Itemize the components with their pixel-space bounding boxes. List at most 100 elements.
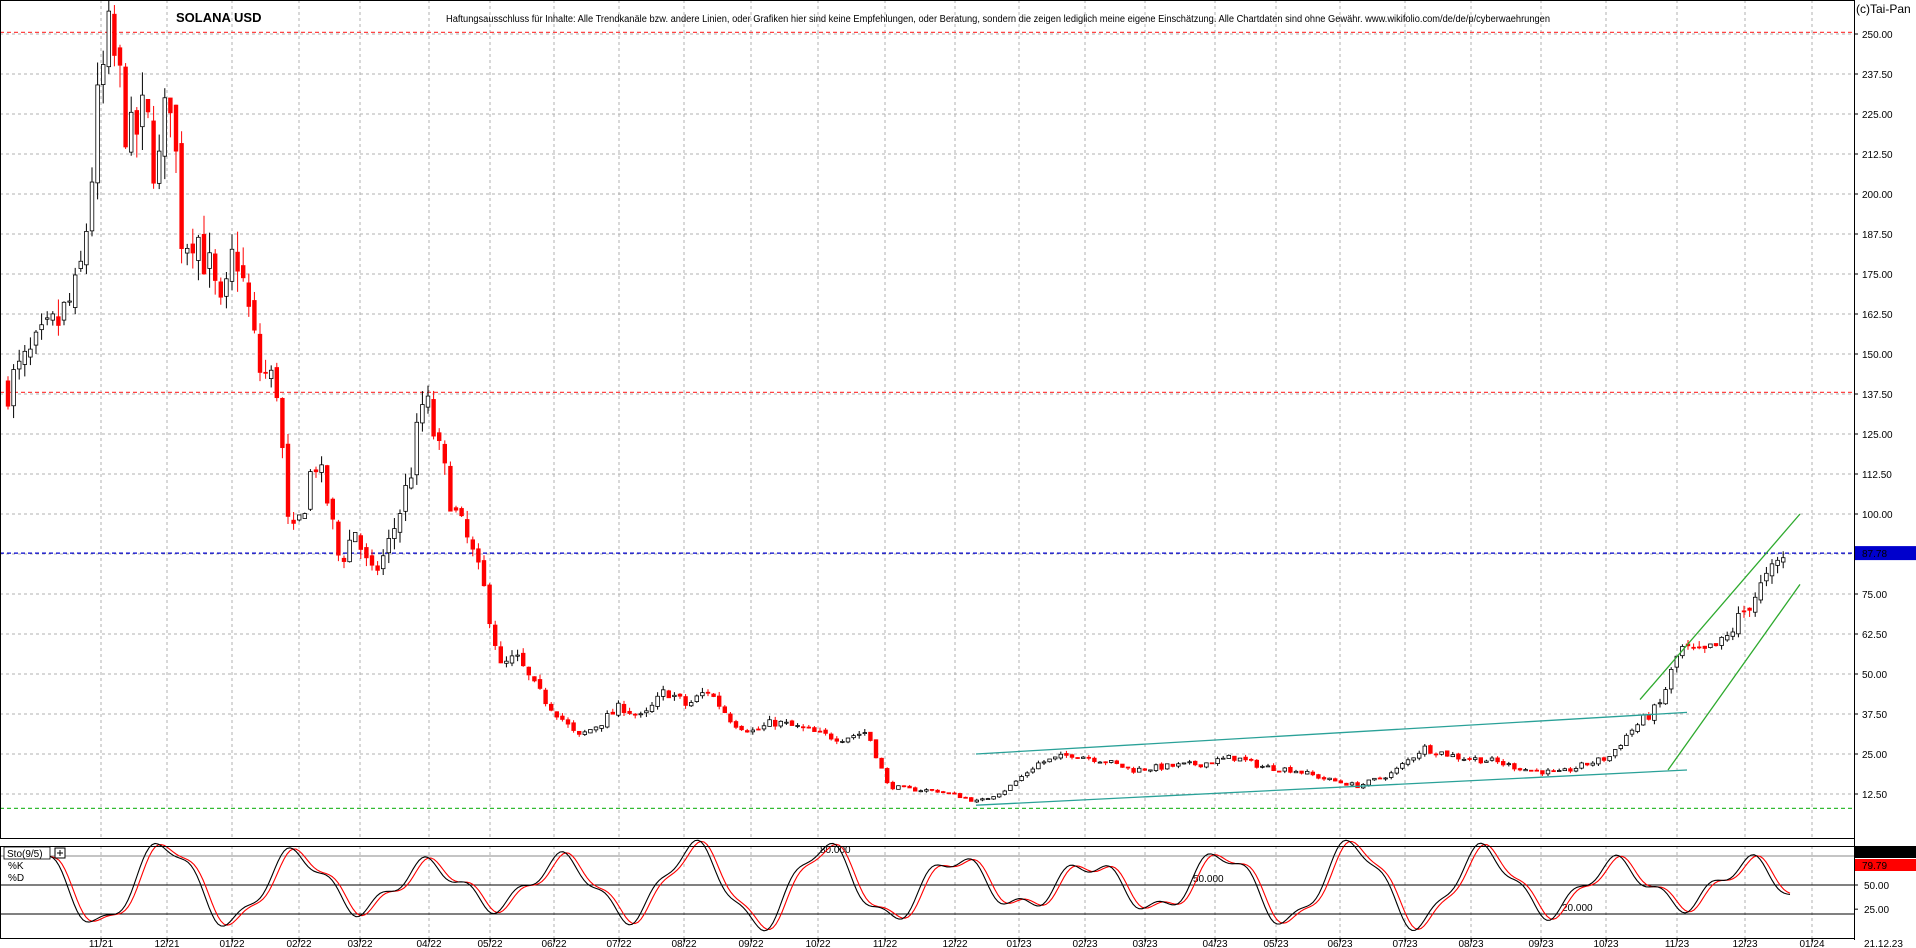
- x-tick-label: 06/23: [1327, 939, 1352, 948]
- candle-body: [1450, 754, 1455, 758]
- candle-body: [1478, 757, 1483, 764]
- candle-body: [1702, 645, 1707, 649]
- candle-body: [246, 282, 251, 307]
- candle-body: [1271, 765, 1276, 771]
- x-tick-label: 03/23: [1132, 939, 1157, 948]
- candle-body: [767, 719, 772, 727]
- candle-body: [773, 719, 778, 727]
- candle-body: [16, 360, 22, 370]
- candle-body: [621, 703, 627, 713]
- last-price-badge: [1855, 546, 1916, 561]
- candle-body: [935, 789, 940, 793]
- candle-body: [123, 66, 128, 148]
- candle-body: [901, 785, 907, 788]
- candle-body: [117, 47, 123, 66]
- candle-body: [78, 260, 83, 269]
- stoch-k-badge: [1855, 846, 1916, 858]
- y-tick-label: 100.00: [1862, 510, 1893, 521]
- candle-body: [616, 702, 621, 716]
- x-tick-label: 08/22: [671, 939, 696, 948]
- candle-body: [95, 84, 100, 184]
- candle-body: [1321, 777, 1327, 780]
- candle-body: [722, 706, 727, 713]
- candle-body: [73, 274, 78, 308]
- candle-body: [1523, 769, 1528, 772]
- stoch-level-80-label: 80.000: [820, 845, 851, 856]
- y-tick-label: 137.50: [1862, 390, 1893, 401]
- horizontal-lines: [0, 31, 1854, 810]
- candle-body: [700, 692, 705, 697]
- candle-body: [582, 731, 587, 735]
- candle-body: [924, 789, 929, 792]
- candle-body: [1461, 758, 1467, 761]
- x-tick-label: 06/22: [541, 939, 566, 948]
- candle-body: [1355, 782, 1360, 789]
- candle-body: [134, 110, 139, 135]
- y-tick-label: 12.50: [1862, 790, 1887, 801]
- candle-body: [324, 465, 330, 504]
- candle-body: [1495, 757, 1500, 763]
- candle-body: [1769, 563, 1775, 577]
- candle-body: [84, 231, 89, 266]
- candle-body: [1691, 646, 1696, 649]
- candle-body: [1394, 767, 1399, 774]
- candle-body: [1562, 768, 1567, 772]
- x-tick-label: 01/22: [219, 939, 244, 948]
- candle-body: [946, 792, 951, 795]
- candle-body: [263, 371, 268, 374]
- candlesticks: [5, 0, 1786, 804]
- candle-body: [952, 792, 957, 795]
- candle-body: [1086, 756, 1091, 759]
- candle-body: [1439, 751, 1444, 755]
- candle-body: [1092, 757, 1097, 762]
- candle-body: [1607, 756, 1612, 762]
- candle-body: [957, 793, 963, 799]
- candle-body: [61, 301, 67, 321]
- candle-body: [207, 252, 212, 269]
- candle-body: [1579, 762, 1584, 769]
- candle-body: [1036, 762, 1041, 770]
- candle-body: [689, 702, 694, 707]
- candle-body: [106, 10, 111, 68]
- candle-body: [179, 143, 184, 249]
- candle-body: [1697, 646, 1702, 649]
- candle-body: [1372, 777, 1377, 781]
- candle-body: [1338, 780, 1343, 784]
- candle-body: [633, 713, 638, 716]
- candle-body: [1741, 610, 1747, 613]
- candle-body: [319, 464, 324, 473]
- candle-body: [330, 498, 335, 520]
- candle-body: [599, 725, 604, 729]
- candle-body: [1568, 768, 1573, 772]
- candle-body: [386, 538, 391, 554]
- candle-body: [941, 791, 946, 794]
- candle-body: [1557, 770, 1562, 772]
- candle-body: [464, 519, 470, 538]
- candle-body: [756, 728, 761, 731]
- candle-body: [22, 350, 27, 365]
- candle-body: [1473, 757, 1478, 760]
- candle-body: [1601, 757, 1607, 761]
- candle-body: [1730, 631, 1735, 637]
- candle-body: [1025, 772, 1030, 777]
- candle-body: [67, 300, 72, 303]
- candle-body: [918, 790, 923, 793]
- x-tick-label: 02/22: [286, 939, 311, 948]
- candle-body: [1243, 756, 1248, 761]
- candle-body: [1176, 763, 1181, 767]
- date-end-label: 21.12.23: [1864, 939, 1903, 948]
- candle-body: [352, 532, 358, 543]
- candle-body: [476, 548, 481, 563]
- candle-body: [885, 768, 890, 784]
- stoch-d-line: [49, 840, 1791, 930]
- candle-body: [392, 528, 397, 539]
- candle-body: [190, 243, 195, 254]
- candle-body: [56, 316, 61, 326]
- candle-body: [1187, 761, 1192, 764]
- x-tick-label: 05/22: [477, 939, 502, 948]
- candle-body: [1232, 755, 1237, 761]
- candle-body: [1484, 760, 1489, 763]
- candle-body: [851, 735, 856, 739]
- candle-body: [1170, 763, 1175, 767]
